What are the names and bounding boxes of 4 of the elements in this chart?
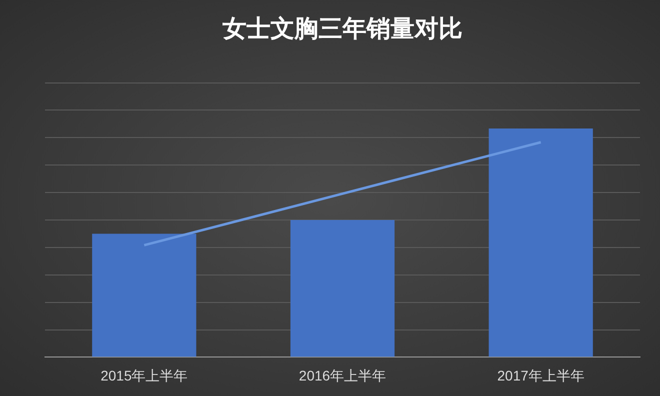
chart-title: 女士文胸三年销量对比 — [222, 14, 462, 43]
x-tick-label: 2016年上半年 — [298, 367, 386, 384]
x-tick-label: 2015年上半年 — [100, 367, 188, 384]
x-tick-label: 2017年上半年 — [497, 367, 584, 384]
